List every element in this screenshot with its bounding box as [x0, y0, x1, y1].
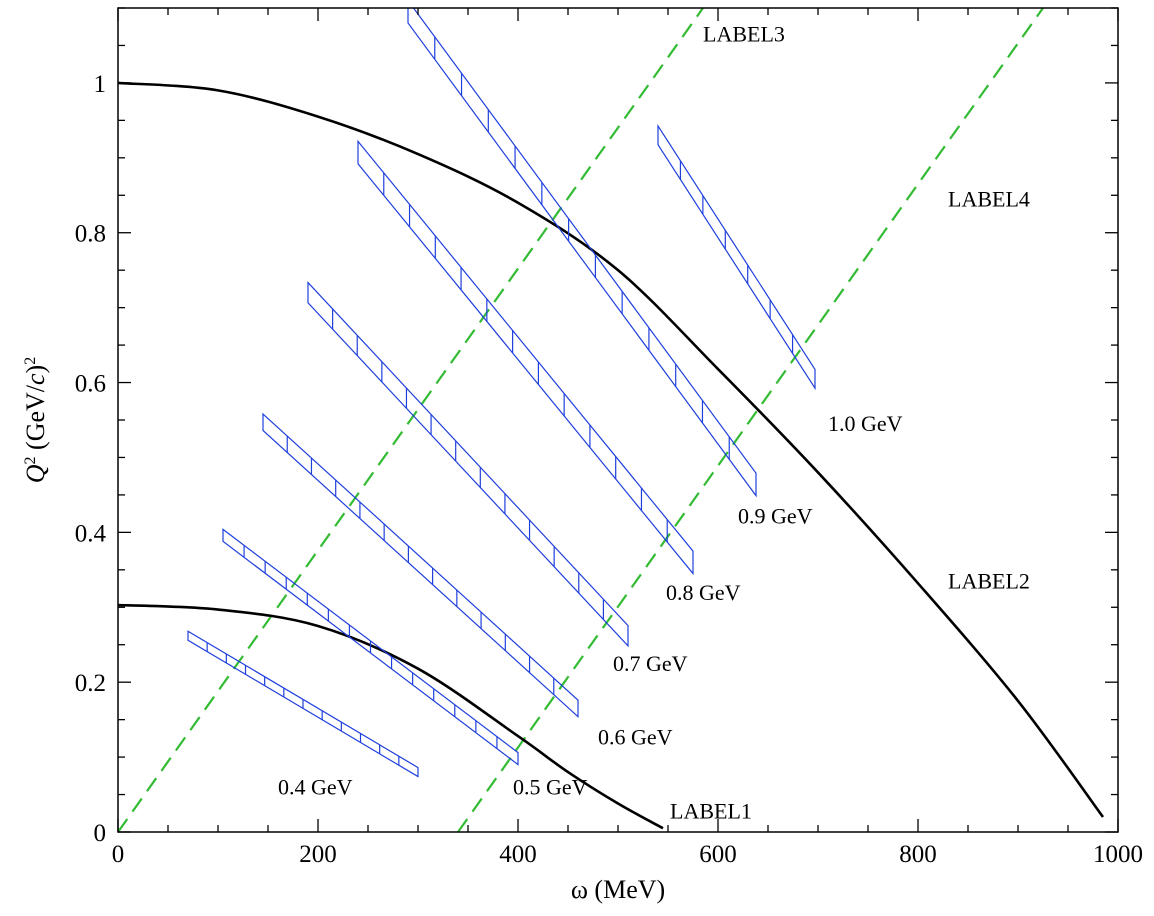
x-tick-label: 800 [899, 841, 937, 868]
band-0-5-gev [222, 528, 519, 766]
annotation-label3: LABEL3 [703, 22, 785, 47]
annotation-0-7-gev: 0.7 GeV [613, 651, 688, 676]
annotation-label4: LABEL4 [948, 187, 1030, 212]
y-axis-label-units: (GeV/ [21, 384, 50, 456]
band-outline [262, 412, 579, 718]
annotations: 0.4 GeV 0.5 GeV 0.6 GeV 0.7 GeV 0.8 GeV 0.9 G… [278, 22, 1030, 824]
band-1-0-gev [657, 123, 816, 391]
y-tick-label: 0.6 [75, 371, 106, 398]
band-outline [307, 281, 629, 648]
band-0-8-gev [357, 139, 694, 576]
band-0-6-gev [262, 412, 579, 718]
band-0-7-gev [307, 281, 629, 648]
y-axis-label-q: Q [21, 464, 50, 483]
annotation-0-9-gev: 0.9 GeV [738, 503, 813, 528]
annotation-1-0-gev: 1.0 GeV [828, 411, 903, 436]
annotation-0-8-gev: 0.8 GeV [666, 580, 741, 605]
curve-label2 [118, 81, 1105, 818]
band-0-4-gev [187, 630, 419, 778]
x-tick-label: 0 [112, 841, 125, 868]
plot-frame [117, 7, 1119, 833]
y-tick-label: 0.2 [75, 670, 106, 697]
y-tick-label: 1 [94, 71, 107, 98]
band-outline [357, 139, 694, 576]
y-axis-label-close: ) [21, 365, 50, 374]
y-axis-label-sup1: 2 [22, 456, 39, 464]
band-outline [407, 8, 757, 498]
band-outline [657, 123, 816, 391]
y-tick-label: 0.4 [75, 520, 107, 547]
curve-label1 [118, 603, 664, 830]
annotation-0-4-gev: 0.4 GeV [278, 775, 353, 800]
annotation-0-5-gev: 0.5 GeV [513, 775, 588, 800]
y-tick-label: 0 [94, 820, 107, 847]
y-axis-label-sup2: 2 [22, 357, 39, 365]
annotation-label1: LABEL1 [670, 799, 752, 824]
band-outline [222, 528, 519, 766]
x-tick-label: 1000 [1093, 841, 1143, 868]
y-axis-label-c: c [21, 373, 50, 385]
chart-marks [118, 8, 1105, 832]
band-0-9-gev [407, 8, 757, 498]
annotation-label2: LABEL2 [948, 569, 1030, 594]
x-axis-label: ω (MeV) [571, 875, 665, 904]
dashed-line-label4 [457, 8, 1044, 832]
chart-ticks [117, 7, 1119, 833]
x-tick-label: 600 [699, 841, 737, 868]
y-tick-label: 0.8 [75, 221, 106, 248]
dashed-line-label3 [118, 8, 704, 832]
y-axis-label: Q2 (GeV/c)2 [21, 357, 50, 483]
x-tick-label: 200 [299, 841, 337, 868]
annotation-0-6-gev: 0.6 GeV [598, 724, 673, 749]
x-tick-label: 400 [499, 841, 537, 868]
tick-labels: 0 200 400 600 800 1000 0 0.2 0.4 0.6 0.8 1 [75, 71, 1143, 868]
